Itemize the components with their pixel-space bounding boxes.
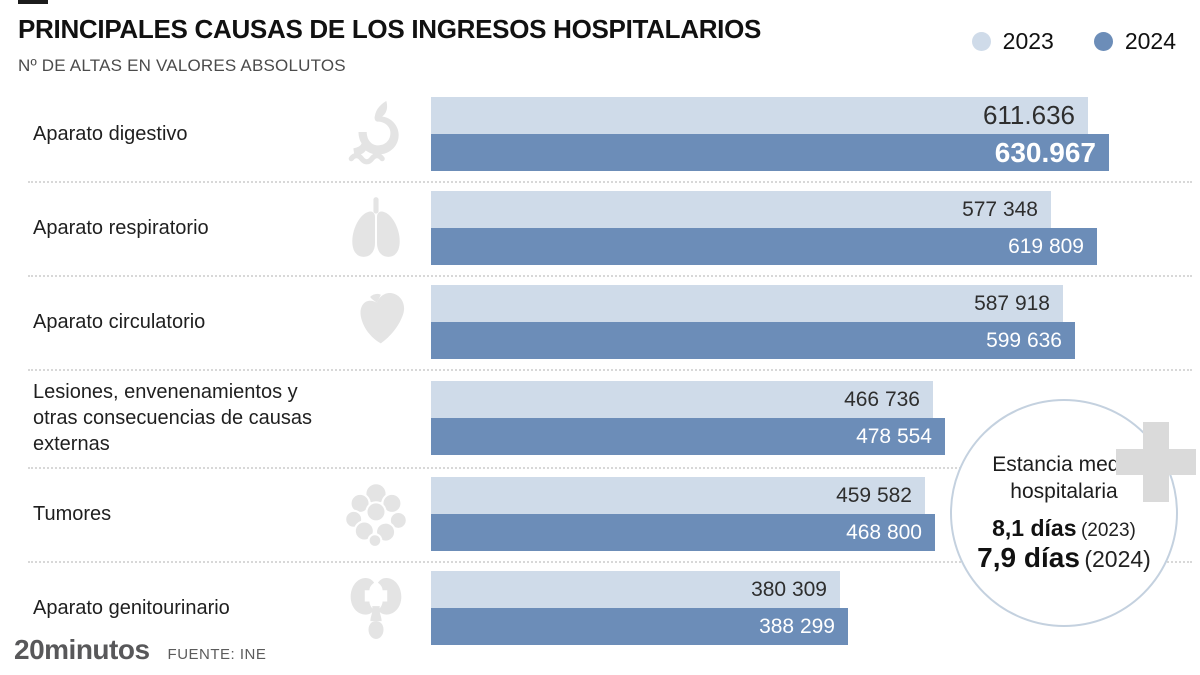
value-label-2024: 478 554 (856, 424, 932, 448)
bar-2024: 599 636 (431, 322, 1075, 359)
chart-row: Aparato genitourinario 380 309 388 299 (28, 563, 1192, 655)
page-subtitle: Nº DE ALTAS EN VALORES ABSOLUTOS (18, 56, 346, 75)
kidneys-icon (320, 574, 431, 642)
bar-2023: 459 582 (431, 477, 925, 514)
category-label: Tumores (33, 503, 112, 525)
value-label-2023: 577 348 (962, 197, 1038, 221)
legend-label-2024: 2024 (1124, 28, 1176, 54)
stomach-icon (320, 99, 431, 169)
value-label-2024: 388 299 (759, 614, 835, 638)
brand-logo: 20minutos (14, 634, 150, 665)
chart-row: Aparato circulatorio 587 918 599 636 (28, 277, 1192, 371)
average-stay-callout: Estancia media hospitalaria 8,1 días (20… (950, 399, 1178, 627)
source-credit: FUENTE: INE (167, 646, 267, 663)
value-label-2023: 459 582 (836, 483, 912, 507)
callout-2024-value: 7,9 días (977, 541, 1080, 573)
chart-row: Tumores 459 582 468 800 (28, 469, 1192, 563)
page-title: PRINCIPALES CAUSAS DE LOS INGRESOS HOSPI… (18, 14, 762, 44)
lungs-icon (320, 195, 431, 261)
bar-pair: 459 582 468 800 (431, 477, 1109, 551)
legend: 2023 2024 (971, 28, 1176, 55)
callout-2023-line: 8,1 días (2023) (992, 515, 1136, 542)
legend-item-2024: 2024 (1093, 28, 1176, 55)
bar-pair: 611.636 630.967 (431, 97, 1109, 171)
category-label: Aparato circulatorio (33, 311, 206, 333)
value-label-2023: 587 918 (974, 291, 1050, 315)
category-label: Aparato respiratorio (33, 217, 209, 239)
value-label-2024: 599 636 (986, 328, 1062, 352)
callout-title: Estancia media hospitalaria (992, 453, 1136, 503)
bar-2024: 388 299 (431, 608, 848, 645)
chart-row: Aparato digestivo 611.636 630.967 (28, 89, 1192, 183)
bar-2024: 619 809 (431, 228, 1097, 265)
chart-row: Lesiones, envenenamientos y otras consec… (28, 371, 1192, 469)
legend-item-2023: 2023 (971, 28, 1054, 55)
callout-2023-year: (2023) (1080, 519, 1136, 541)
footer: 20minutos FUENTE: INE (14, 634, 266, 666)
value-label-2024: 619 809 (1008, 234, 1084, 258)
callout-2023-value: 8,1 días (992, 514, 1077, 541)
bar-2023: 587 918 (431, 285, 1063, 322)
legend-dot-2023-icon (971, 32, 991, 51)
bar-2023: 466 736 (431, 381, 933, 418)
value-label-2024: 630.967 (994, 136, 1096, 168)
callout-2024-line: 7,9 días (2024) (977, 542, 1151, 574)
value-label-2023: 611.636 (982, 100, 1075, 130)
category-label: Aparato genitourinario (33, 597, 230, 619)
plus-icon (1116, 422, 1196, 502)
category-label: Aparato digestivo (33, 123, 188, 145)
bar-chart: Aparato digestivo 611.636 630.967 Aparato … (0, 89, 1200, 655)
legend-label-2023: 2023 (1002, 28, 1054, 54)
legend-dot-2024-icon (1093, 32, 1113, 51)
bar-2023: 577 348 (431, 191, 1051, 228)
bar-2024: 478 554 (431, 418, 945, 455)
value-label-2023: 380 309 (751, 577, 827, 601)
bar-2024: 630.967 (431, 134, 1109, 171)
bar-pair: 577 348 619 809 (431, 191, 1109, 265)
bar-2023: 611.636 (431, 97, 1088, 134)
top-left-mark (18, 0, 48, 4)
callout-2024-year: (2024) (1084, 545, 1151, 572)
bar-pair: 380 309 388 299 (431, 571, 1109, 645)
value-label-2024: 468 800 (846, 520, 922, 544)
heart-icon (320, 289, 431, 355)
chart-row: Aparato respiratorio 577 348 619 809 (28, 183, 1192, 277)
bar-pair: 466 736 478 554 (431, 381, 1109, 455)
bar-2024: 468 800 (431, 514, 935, 551)
value-label-2023: 466 736 (844, 387, 920, 411)
tumor-icon (320, 480, 431, 548)
bar-2023: 380 309 (431, 571, 840, 608)
category-label: Lesiones, envenenamientos y otras consec… (33, 381, 313, 455)
bar-pair: 587 918 599 636 (431, 285, 1109, 359)
